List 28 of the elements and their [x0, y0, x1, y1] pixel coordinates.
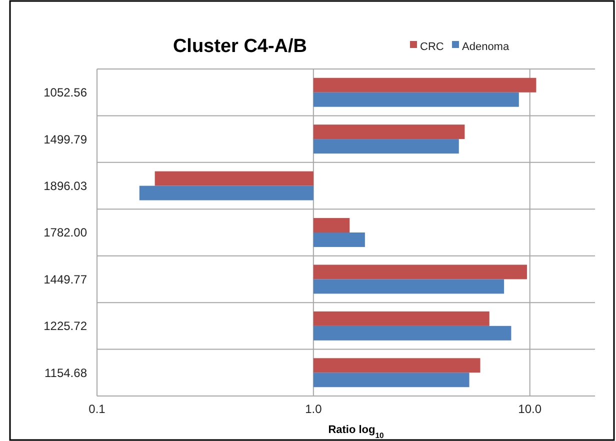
bar [313, 279, 504, 294]
bar [154, 171, 314, 186]
bar [313, 78, 536, 92]
x-axis-title: Ratio log$_{10}$ [328, 424, 384, 440]
x-tick-label: 1.0 [305, 402, 322, 416]
y-tick-label: 1782.00 [44, 226, 88, 240]
y-tick-label: 1449.77 [44, 272, 88, 286]
bar [313, 124, 465, 140]
bar [313, 311, 490, 326]
y-tick-label: 1154.68 [44, 366, 88, 380]
y-tick-label: 1052.56 [44, 86, 88, 100]
y-tick-label: 1896.03 [44, 178, 88, 193]
legend-label: Adenoma [462, 40, 510, 53]
chart-title: Cluster C4-A/B [172, 36, 308, 57]
bar [313, 92, 519, 107]
y-tick-label: 1225.72 [44, 319, 88, 334]
x-tick-label: 10.0 [518, 402, 542, 416]
y-tick-label: 1499.79 [44, 132, 88, 146]
bar [139, 186, 314, 200]
bar [313, 326, 512, 340]
bar [313, 358, 480, 373]
bar [313, 372, 470, 388]
bar [313, 232, 365, 247]
bar [313, 139, 459, 154]
bar [313, 264, 527, 280]
legend-label: CRC [420, 40, 444, 53]
bar [313, 218, 350, 232]
x-tick-label: 0.1 [88, 402, 106, 416]
